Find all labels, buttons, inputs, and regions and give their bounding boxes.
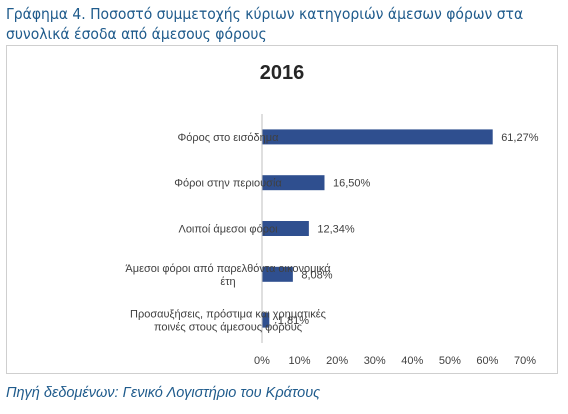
data-label: 61,27%: [501, 132, 539, 144]
x-tick-label: 20%: [326, 355, 348, 367]
category-label: ποινές στους άμεσους φόρους: [154, 322, 302, 334]
data-source: Πηγή δεδομένων: Γενικό Λογιστήριο του Κρ…: [6, 385, 321, 401]
x-tick-label: 30%: [364, 355, 386, 367]
chart-panel: [6, 45, 558, 374]
data-label: 8,08%: [301, 269, 332, 281]
bar: [262, 312, 270, 328]
bar: [262, 221, 309, 236]
bar: [262, 175, 325, 191]
bar: [262, 266, 293, 282]
x-tick-label: 70%: [514, 355, 536, 367]
data-label: 16,50%: [333, 178, 371, 190]
chart-title: 2016: [259, 62, 305, 84]
x-tick-label: 10%: [289, 355, 311, 367]
category-label: Λοιποί άμεσοι φόροι: [178, 224, 278, 236]
x-tick-label: 50%: [439, 355, 461, 367]
x-tick-label: 40%: [401, 355, 423, 367]
x-tick-label: 0%: [254, 355, 270, 367]
category-label: Φόρος στο εισόδημα: [178, 132, 280, 144]
bar: [262, 129, 493, 145]
category-label: Άμεσοι φόροι από παρελθόντα οικονομικά: [125, 263, 331, 275]
category-label: έτη: [220, 276, 235, 288]
figure-caption: Γράφημα 4. Ποσοστό συμμετοχής κύριων κατ…: [6, 5, 524, 43]
category-label: Φόροι στην περιουσία: [174, 178, 282, 190]
data-label: 1,81%: [278, 315, 309, 327]
x-tick-label: 60%: [476, 355, 498, 367]
data-label: 12,34%: [317, 224, 355, 236]
category-label: Προσαυξήσεις, πρόστιμα και χρηματικές: [130, 309, 326, 321]
